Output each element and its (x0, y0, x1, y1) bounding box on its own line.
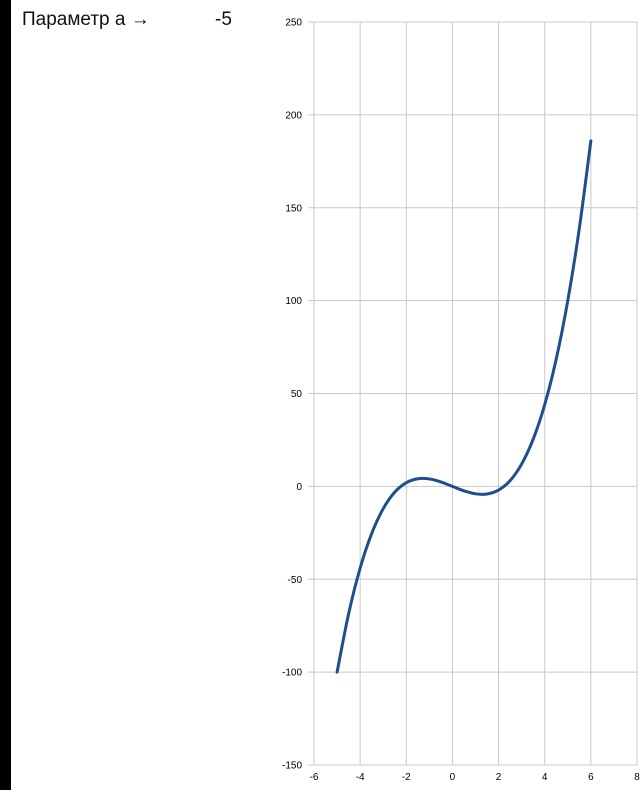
chart-tick-labels: -6 -4 -2 0 2 4 6 8 -150 -100 -50 0 50 100 150 200 250 (282, 18, 640, 784)
parameter-label: Параметр a → (22, 9, 150, 30)
x-tick-label: 4 (542, 772, 548, 783)
parameter-value: -5 (215, 9, 232, 30)
x-tick-label: 8 (634, 772, 640, 783)
y-tick-label: 250 (285, 18, 302, 29)
chart-grid (308, 21, 638, 766)
y-tick-label: -100 (282, 668, 302, 679)
left-edge-bar (0, 0, 11, 790)
y-tick-label: 100 (285, 296, 302, 307)
x-tick-label: -2 (402, 772, 411, 783)
x-tick-label: 6 (588, 772, 594, 783)
x-tick-label: 2 (496, 772, 502, 783)
y-tick-label: -150 (282, 761, 302, 772)
x-tick-label: 0 (450, 772, 456, 783)
y-tick-label: -50 (288, 575, 303, 586)
y-tick-label: 200 (285, 110, 302, 121)
y-tick-label: 150 (285, 203, 302, 214)
y-tick-label: 0 (296, 482, 302, 493)
chart-series (335, 139, 593, 674)
y-tick-label: 50 (291, 389, 303, 400)
x-tick-label: -4 (356, 772, 365, 783)
x-tick-label: -6 (310, 772, 319, 783)
series-line (335, 139, 593, 674)
